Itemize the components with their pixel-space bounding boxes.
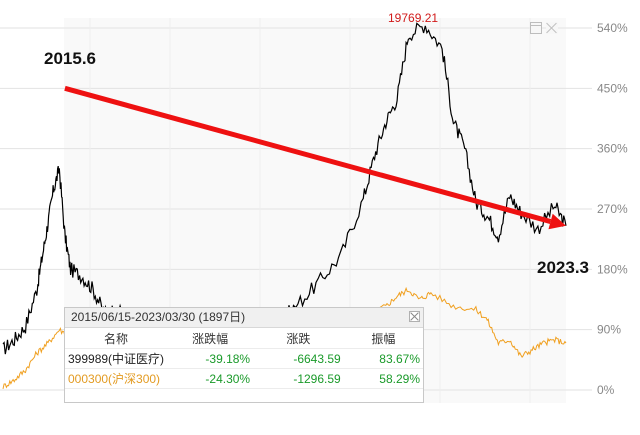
popup-header: 2015/06/15-2023/03/30 (1897日) [65,308,423,328]
y-tick-label: 180% [597,262,628,276]
y-tick-label: 450% [597,81,628,95]
peak-value-label: 19769.21 [388,11,439,25]
table-row[interactable]: 000300(沪深300) -24.30% -1296.59 58.29% [65,368,423,389]
stats-table: 名称 涨跌幅 涨跌 振幅 399989(中证医疗) -39.18% -6643.… [65,329,423,389]
maximize-icon[interactable] [530,22,542,34]
y-tick-label: 540% [597,21,628,35]
col-header-change: 涨跌 [253,329,344,349]
table-header-row: 名称 涨跌幅 涨跌 振幅 [65,329,423,349]
row-name: 000300(沪深300) [65,368,168,389]
y-tick-label: 90% [597,323,621,337]
row-name: 399989(中证医疗) [65,348,168,369]
col-header-amplitude: 振幅 [343,329,423,349]
trend-arrow-shaft [64,85,552,224]
range-stats-popup: 2015/06/15-2023/03/30 (1897日) 名称 涨跌幅 涨跌 … [64,307,424,403]
y-tick-label: 360% [597,142,628,156]
chart-window-controls [530,22,558,34]
row-amplitude: 83.67% [343,348,423,369]
annotation-start: 2015.6 [44,49,96,68]
row-change-pct: -39.18% [167,348,254,369]
table-row[interactable]: 399989(中证医疗) -39.18% -6643.59 83.67% [65,348,423,369]
popup-close-icon[interactable] [409,311,420,322]
close-icon[interactable] [546,22,558,34]
col-header-name: 名称 [65,329,168,349]
row-amplitude: 58.29% [343,368,423,389]
popup-title: 2015/06/15-2023/03/30 (1897日) [71,310,246,324]
col-header-change-pct: 涨跌幅 [167,329,254,349]
y-axis: 540% 450% 360% 270% 180% 90% 0% [597,21,628,397]
annotation-end: 2023.3 [537,258,589,277]
row-change: -6643.59 [253,348,344,369]
row-change: -1296.59 [253,368,344,389]
trend-arrow-head [548,213,566,230]
row-change-pct: -24.30% [167,368,254,389]
trend-arrow [64,85,566,230]
y-tick-label: 270% [597,202,628,216]
y-tick-label: 0% [597,383,615,397]
